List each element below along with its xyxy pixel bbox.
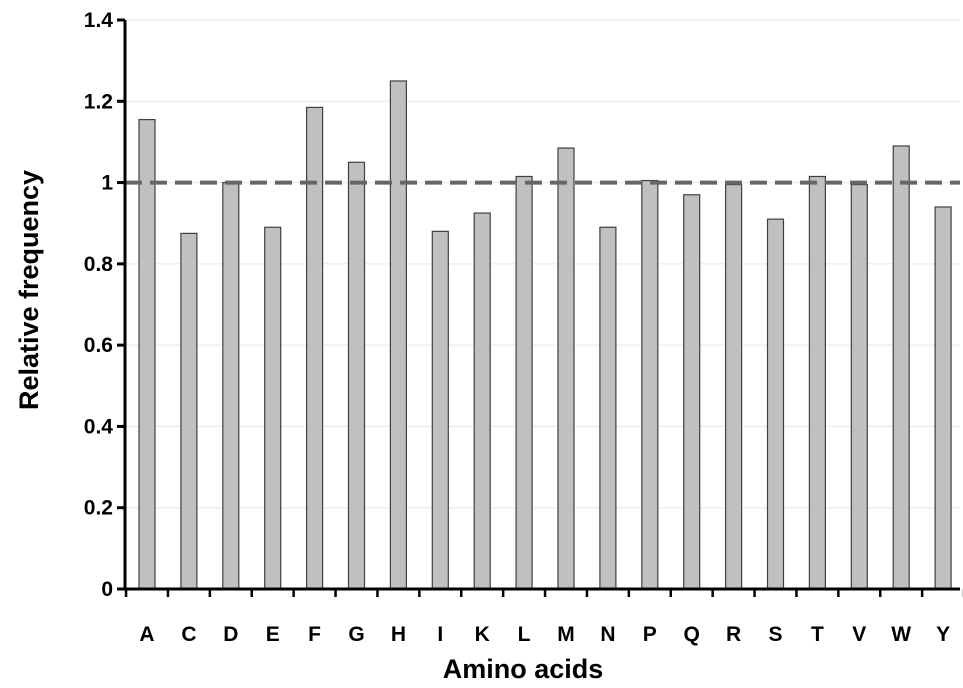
y-tick-label: 0.8 <box>84 253 114 276</box>
x-tick-label-H: H <box>391 623 406 646</box>
x-tick-label-K: K <box>475 623 490 646</box>
bar-N <box>599 226 617 590</box>
y-axis-title: Relative frequency <box>14 170 44 410</box>
bar-M <box>557 147 575 590</box>
y-tick-label: 0.4 <box>84 415 114 438</box>
x-tick-label-V: V <box>852 623 866 646</box>
y-tick-label: 1.2 <box>84 90 113 113</box>
x-tick-label-A: A <box>139 623 154 646</box>
x-tick-label-W: W <box>891 623 911 646</box>
x-tick-label-P: P <box>643 623 657 646</box>
grid-lines <box>125 19 960 509</box>
x-tick-label-G: G <box>348 623 364 646</box>
bar-D <box>222 181 240 590</box>
bar-H <box>389 80 407 590</box>
bar-R <box>724 184 743 590</box>
y-tick-label: 1 <box>101 172 113 195</box>
bar-T <box>808 175 827 590</box>
bar-W <box>892 145 910 590</box>
x-tick-label-S: S <box>768 623 782 646</box>
x-tick-label-F: F <box>308 623 321 646</box>
bar-V <box>850 184 868 590</box>
y-tick-label: 0.6 <box>84 334 113 357</box>
x-tick-label-Y: Y <box>936 623 950 646</box>
x-tick-label-L: L <box>518 623 531 646</box>
bar-C <box>180 232 198 590</box>
axes <box>123 20 960 591</box>
bar-A <box>138 118 156 590</box>
x-tick-label-C: C <box>181 623 196 646</box>
y-tick-label: 1.4 <box>84 9 114 32</box>
x-tick-label-Q: Q <box>684 623 700 646</box>
y-tick-label: 0 <box>101 578 113 601</box>
bar-I <box>431 230 449 590</box>
bar-K <box>473 212 491 590</box>
x-tick-label-N: N <box>600 623 615 646</box>
x-tick-label-M: M <box>557 623 575 646</box>
bar-G <box>347 161 366 590</box>
x-tick-label-E: E <box>266 623 280 646</box>
x-axis-title: Amino acids <box>443 654 604 684</box>
x-tick-label-I: I <box>437 623 443 646</box>
y-tick-label: 0.2 <box>84 497 113 520</box>
bars <box>138 80 952 590</box>
bar-E <box>264 226 282 590</box>
bar-Y <box>934 206 952 590</box>
bar-Q <box>683 194 701 590</box>
bar-P <box>641 179 659 590</box>
x-tick-label-R: R <box>726 623 741 646</box>
x-tick-label-T: T <box>811 623 824 646</box>
bar-F <box>306 106 324 590</box>
x-tick-label-D: D <box>223 623 238 646</box>
bar-S <box>766 218 785 590</box>
bar-L <box>515 175 533 590</box>
y-tick-labels: 0 0.2 0.4 0.6 0.8 1 1.2 1.4 <box>84 9 125 601</box>
